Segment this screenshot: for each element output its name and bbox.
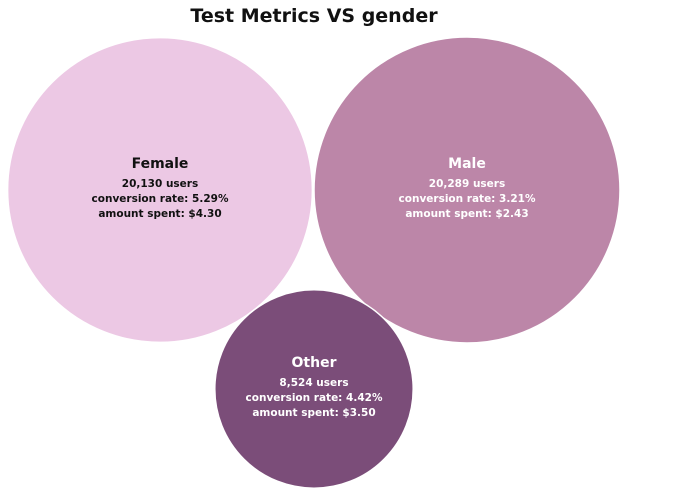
bubble-conversion-male: conversion rate: 3.21% xyxy=(399,193,536,205)
bubble-amount-female: amount spent: $4.30 xyxy=(98,208,221,220)
bubble-circle-male[interactable] xyxy=(313,36,621,344)
bubble-circle-female[interactable] xyxy=(6,36,314,344)
bubble-users-other: 8,524 users xyxy=(279,377,348,389)
bubble-female[interactable]: Female 20,130 users conversion rate: 5.29%… xyxy=(6,36,314,344)
bubble-label-male: Male xyxy=(448,156,486,172)
bubble-users-female: 20,130 users xyxy=(122,178,198,190)
bubble-amount-male: amount spent: $2.43 xyxy=(405,208,528,220)
bubble-circle-other[interactable] xyxy=(214,289,414,489)
bubble-label-female: Female xyxy=(132,156,189,172)
bubble-male[interactable]: Male 20,289 users conversion rate: 3.21% am… xyxy=(313,36,621,344)
chart-title: Test Metrics VS gender xyxy=(190,5,438,27)
bubbles-group: Female 20,130 users conversion rate: 5.29%… xyxy=(6,36,621,489)
bubble-users-male: 20,289 users xyxy=(429,178,505,190)
bubble-conversion-female: conversion rate: 5.29% xyxy=(92,193,229,205)
bubble-amount-other: amount spent: $3.50 xyxy=(252,407,375,419)
bubble-label-other: Other xyxy=(292,355,337,371)
bubble-other[interactable]: Other 8,524 users conversion rate: 4.42% am… xyxy=(214,289,414,489)
bubble-conversion-other: conversion rate: 4.42% xyxy=(246,392,383,404)
